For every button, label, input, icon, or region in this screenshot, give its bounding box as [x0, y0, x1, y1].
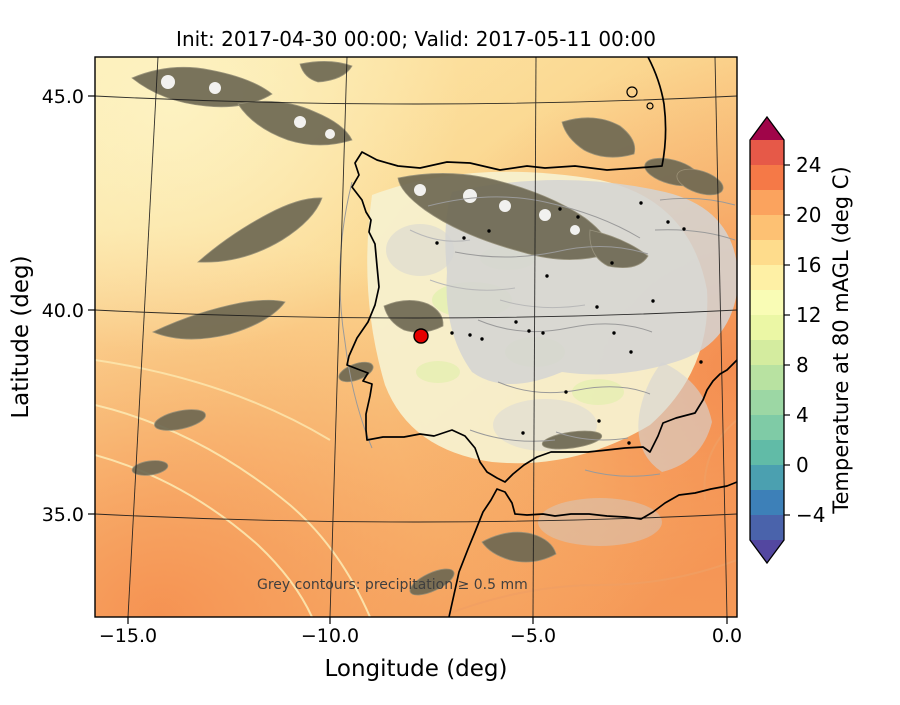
colorbar-tick-label: 8 — [796, 353, 809, 377]
x-axis-label: Longitude (deg) — [324, 656, 507, 682]
map-plot-area: Grey contours: precipitation ≥ 0.5 mm — [95, 57, 737, 617]
colorbar-tick-label: 20 — [796, 203, 821, 227]
y-tick-label: 35.0 — [42, 504, 84, 526]
x-tick-label: −10.0 — [301, 625, 359, 647]
colorbar-tick-label: 16 — [796, 253, 821, 277]
colorbar-bands — [750, 140, 784, 540]
y-tick-label: 45.0 — [42, 86, 84, 108]
x-tick-label: −15.0 — [99, 625, 157, 647]
colorbar-outline — [749, 115, 785, 565]
x-tick-label: 0.0 — [712, 625, 742, 647]
y-axis-ticks — [88, 95, 95, 515]
site-marker — [413, 328, 429, 344]
colorbar-tick-label: −4 — [796, 503, 825, 527]
coastline — [346, 57, 737, 617]
x-tick-label: −5.0 — [510, 625, 556, 647]
colorbar-over-triangle — [750, 117, 784, 140]
plot-frame — [94, 56, 738, 618]
colorbar-tick-label: 4 — [796, 403, 809, 427]
colorbar-tick-label: 24 — [796, 153, 821, 177]
grey-contour-lines — [339, 181, 736, 477]
colorbar-label: Temperature at 80 mAGL (deg C) — [829, 166, 853, 514]
colorbar-tick-marks — [784, 164, 790, 516]
colorbar: 24 20 16 12 8 4 0 −4 Temperature at 80 m… — [749, 115, 853, 565]
y-axis-label: Latitude (deg) — [8, 255, 34, 418]
precipitation-highlights — [161, 75, 580, 235]
y-tick-label: 40.0 — [42, 300, 84, 322]
graticule — [95, 57, 737, 617]
station-dots — [435, 201, 703, 445]
plot-title: Init: 2017-04-30 00:00; Valid: 2017-05-1… — [176, 27, 656, 51]
colorbar-tick-label: 12 — [796, 303, 821, 327]
colorbar-tick-label: 0 — [796, 453, 809, 477]
colorbar-under-triangle — [750, 540, 784, 563]
x-axis-ticks — [127, 617, 728, 624]
precip-annotation: Grey contours: precipitation ≥ 0.5 mm — [257, 577, 528, 593]
